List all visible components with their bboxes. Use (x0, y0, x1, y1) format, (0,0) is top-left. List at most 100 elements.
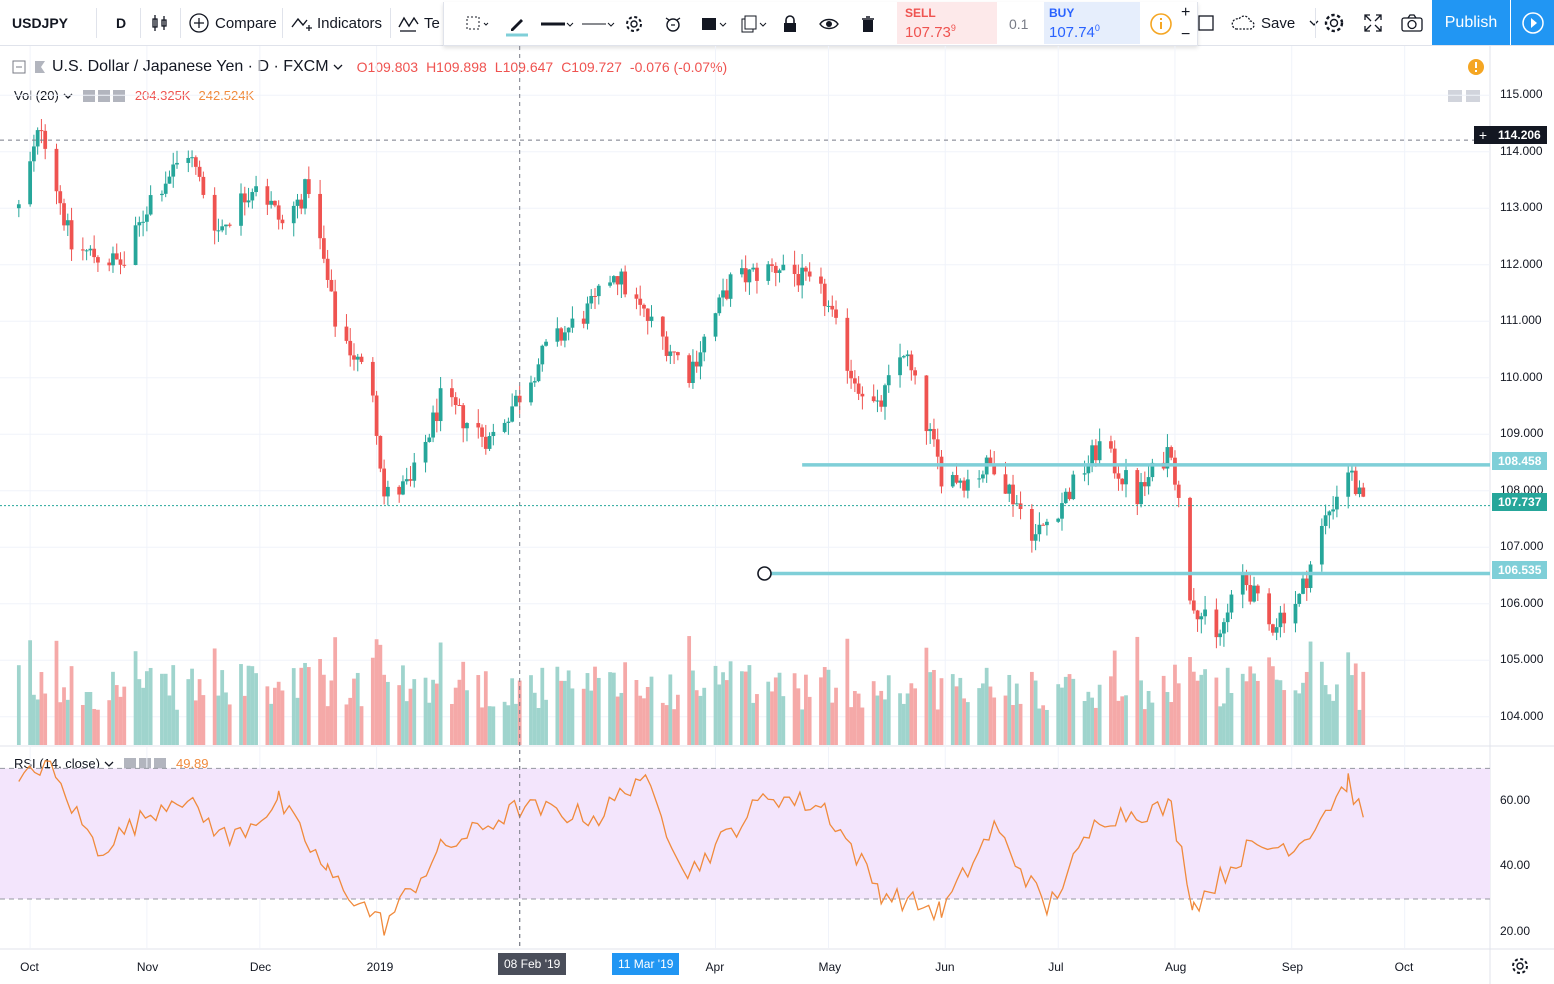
volume-bar (691, 670, 695, 745)
candle (39, 130, 44, 132)
pencil-icon[interactable] (504, 2, 530, 46)
candle (197, 166, 202, 177)
volume-bar (431, 679, 435, 745)
volume-bar (265, 686, 270, 745)
sell-button[interactable] (897, 2, 997, 44)
volume-bar (1124, 695, 1128, 745)
ohlc-open: O109.803 (356, 59, 419, 75)
compare-button[interactable]: Compare (188, 0, 277, 46)
play-button[interactable] (1511, 0, 1554, 45)
candle (318, 193, 322, 239)
volume-bar (924, 647, 929, 745)
volume-bar (871, 681, 876, 745)
time-tick-label: Jun (935, 960, 955, 974)
candles-icon[interactable] (150, 0, 170, 46)
eye-toggle-icon[interactable] (82, 89, 95, 102)
volume-bar (171, 665, 176, 745)
volume-bar (1165, 692, 1170, 745)
pane-maximize-icon[interactable] (1466, 90, 1480, 102)
pane-minimize-icon[interactable] (1448, 90, 1462, 102)
templates-button[interactable]: Te (397, 0, 440, 46)
volume-bar (1060, 687, 1064, 745)
settings-toggle-icon[interactable] (97, 89, 110, 102)
resistance-price-text: 108.458 (1498, 454, 1542, 468)
fullscreen-icon[interactable] (1363, 0, 1383, 46)
volume-bar (992, 697, 997, 745)
volume-bar (581, 688, 586, 745)
volume-bar (660, 702, 665, 745)
line-style-icon[interactable] (580, 2, 616, 46)
ohlc-low: L109.647 (494, 59, 554, 75)
candle (382, 468, 387, 497)
layout-icon[interactable] (1198, 0, 1216, 46)
settings-gear-icon[interactable] (1323, 0, 1345, 46)
candle (781, 264, 786, 271)
publish-button[interactable]: Publish (1432, 0, 1510, 45)
symbol-search[interactable]: USDJPY (12, 0, 68, 46)
candle (160, 193, 164, 196)
select-tool-icon[interactable] (464, 2, 490, 46)
candle (830, 305, 835, 310)
close-icon[interactable] (112, 89, 125, 102)
rsi-label[interactable]: RSI (14, close) (14, 756, 100, 771)
gear-icon[interactable] (624, 2, 644, 46)
camera-icon[interactable] (1400, 0, 1424, 46)
close-icon[interactable] (153, 757, 166, 770)
volume-bar (197, 679, 202, 745)
crosshair-plus-icon[interactable]: + (1474, 126, 1492, 144)
candle (559, 328, 564, 341)
candle (913, 370, 917, 376)
volume-label[interactable]: Vol (20) (14, 88, 59, 103)
symbol-title[interactable]: U.S. Dollar / Japanese Yen · D · FXCM (52, 58, 329, 75)
time-tick-label: Nov (136, 960, 159, 974)
candle (107, 262, 112, 266)
template-icon[interactable] (699, 2, 729, 46)
alert-icon[interactable] (662, 2, 684, 46)
collapse-icon[interactable] (12, 60, 26, 74)
buy-button[interactable] (1044, 2, 1140, 44)
lock-icon[interactable] (781, 2, 799, 46)
candle (329, 279, 334, 292)
volume-bar (299, 667, 304, 745)
candle (321, 238, 326, 259)
volume-bar (1173, 664, 1177, 745)
candle (434, 412, 439, 422)
candle (137, 222, 142, 226)
candle (596, 285, 601, 297)
volume-bar (114, 685, 119, 745)
flag-icon (35, 61, 45, 73)
candle (517, 395, 522, 403)
volume-bar (935, 709, 940, 745)
interval-button[interactable]: D (116, 0, 126, 46)
volume-bar (92, 708, 97, 745)
volume-bar (69, 666, 74, 745)
settings-toggle-icon[interactable] (138, 757, 151, 770)
eye-icon[interactable] (818, 2, 840, 46)
candle (555, 328, 560, 342)
line-width-icon[interactable] (539, 2, 575, 46)
candle (1252, 585, 1256, 602)
candle (242, 193, 247, 203)
minus-icon[interactable]: − (1181, 26, 1191, 43)
trash-icon[interactable] (859, 2, 877, 46)
candle (92, 248, 97, 258)
volume-bar (721, 672, 725, 745)
save-button[interactable]: Save (1230, 0, 1319, 46)
info-icon[interactable] (1149, 2, 1173, 46)
eye-toggle-icon[interactable] (123, 757, 136, 770)
plus-icon[interactable]: + (1181, 4, 1191, 21)
chevron-down-icon (104, 761, 114, 767)
warning-icon[interactable] (1467, 58, 1485, 76)
volume-bar (1214, 677, 1219, 745)
go-to-date-gear-icon[interactable] (1510, 956, 1530, 976)
volume-bar (280, 690, 285, 745)
candle (359, 356, 364, 362)
indicators-button[interactable]: Indicators (290, 0, 382, 46)
clone-icon[interactable] (739, 2, 769, 46)
volume-bar (348, 697, 353, 745)
volume-bar (596, 677, 601, 745)
rsi-value: 49.89 (175, 756, 209, 771)
volume-bar (1357, 709, 1362, 745)
marked-date-tag: 11 Mar '19 (612, 953, 680, 975)
